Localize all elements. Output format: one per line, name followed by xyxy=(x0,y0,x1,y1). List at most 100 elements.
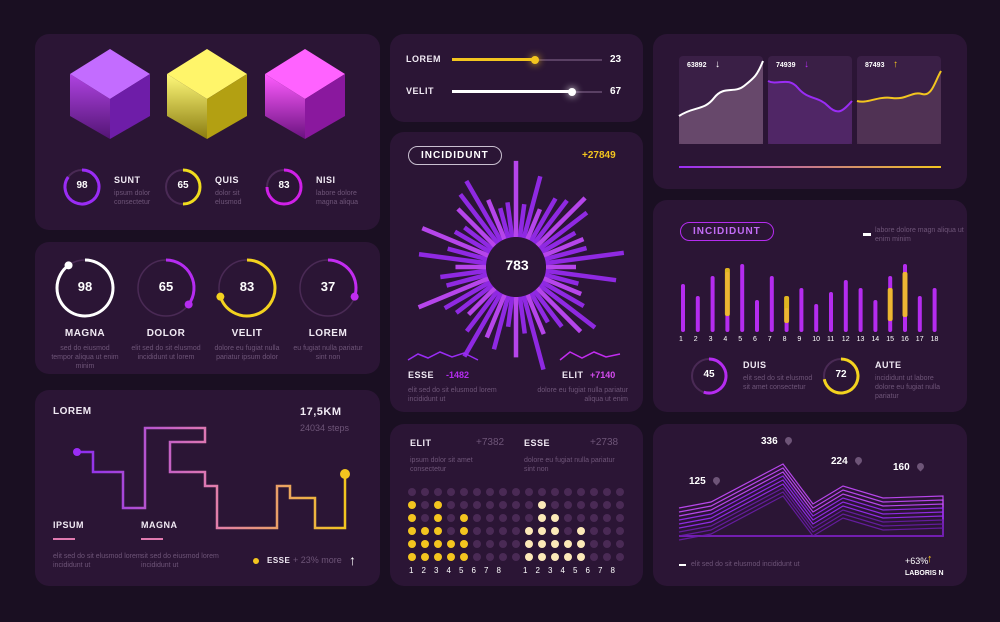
bar-purple xyxy=(740,264,745,332)
route-path xyxy=(73,426,350,530)
matrix-dot xyxy=(525,553,533,561)
matrix-dot xyxy=(473,553,481,561)
gauge-value: 37 xyxy=(320,279,336,294)
matrix-dot xyxy=(551,501,559,509)
dots-left-label: ELIT xyxy=(410,438,432,448)
matrix-dot xyxy=(447,501,455,509)
bar-tick: 7 xyxy=(767,336,772,343)
matrix-dot xyxy=(486,488,494,496)
ring-gauge xyxy=(216,258,277,318)
bars-pill[interactable]: INCIDIDUNT xyxy=(680,222,774,241)
esse-sparkline xyxy=(407,351,479,361)
bar-tick: 17 xyxy=(915,336,924,343)
gauges-panel: 98 MAGNA sed do eiusmod tempor aliqua ut e… xyxy=(35,242,380,374)
radial-spike xyxy=(535,196,587,248)
radial-spike xyxy=(454,283,494,315)
matrix-dot xyxy=(499,553,507,561)
radial-spike xyxy=(486,199,507,241)
radial-spike xyxy=(529,291,550,324)
matrix-dot xyxy=(616,501,624,509)
radial-spike xyxy=(445,272,488,288)
dots-tick-left: 8 xyxy=(496,566,501,575)
matrix-dot xyxy=(551,540,559,548)
slider-value: 67 xyxy=(610,86,622,97)
radial-spike xyxy=(464,289,500,333)
dots-right-delta: +2738 xyxy=(590,437,619,448)
matrix-dot xyxy=(447,514,455,522)
dots-tick-left: 6 xyxy=(471,566,476,575)
matrix-dot xyxy=(577,488,585,496)
cube-desc: dolor sit elusmod xyxy=(215,190,242,206)
mountain-chart xyxy=(678,463,944,541)
radial-spike xyxy=(544,245,588,262)
dots-right-desc: dolore eu fugiat nulla pariatur sint non xyxy=(524,457,615,473)
radial-center-value: 783 xyxy=(505,257,529,273)
radial-left-label: ESSE xyxy=(408,370,435,380)
dots-tick-right: 3 xyxy=(548,566,553,575)
cube-value: 98 xyxy=(76,180,88,191)
matrix-dot xyxy=(577,540,585,548)
radial-pill[interactable]: INCIDIDUNT xyxy=(408,146,502,165)
route-magna-label: MAGNA xyxy=(141,520,178,530)
bar-purple xyxy=(932,288,937,332)
matrix-dot xyxy=(512,553,520,561)
matrix-dot xyxy=(473,514,481,522)
dots-tick-right: 7 xyxy=(598,566,603,575)
bar-tick: 4 xyxy=(723,336,728,343)
matrix-dot xyxy=(512,527,520,535)
matrix-dot xyxy=(473,501,481,509)
dots-tick-left: 3 xyxy=(434,566,439,575)
slider-track[interactable] xyxy=(452,88,602,96)
bar-tick: 13 xyxy=(856,336,865,343)
slider-handle[interactable] xyxy=(568,88,576,96)
matrix-dot xyxy=(421,540,429,548)
slider-handle[interactable] xyxy=(530,56,539,64)
dots-panel: ELIT +7382 ipsum dolor sit amet consecte… xyxy=(390,424,643,586)
mini-chart-value: 74939 xyxy=(776,62,796,69)
gauge-desc: elit sed do sit elusmod incididunt ut lo… xyxy=(131,345,201,361)
mountain-peak-value: 125 xyxy=(689,476,706,487)
route-magna-line xyxy=(141,538,163,540)
radial-spike xyxy=(418,251,487,266)
matrix-dot xyxy=(408,553,416,561)
cubes-panel: 98 SUNT ipsum dolor consectetur 65 QUIS dolor… xyxy=(35,34,380,230)
route-legend-note: + 23% more xyxy=(293,555,342,565)
cube-magenta-icon xyxy=(265,49,345,139)
bar-tick: 6 xyxy=(753,336,757,343)
matrix-dot xyxy=(421,501,429,509)
radial-spike xyxy=(544,272,580,286)
bar-yellow xyxy=(902,272,908,317)
matrix-dot xyxy=(486,553,494,561)
matrix-dot xyxy=(408,540,416,548)
cube-icons xyxy=(70,49,345,139)
bar-gauge-desc: elit sed do sit elusmod sit amet consect… xyxy=(743,375,813,391)
mini-chart-arrow-icon: ↓ xyxy=(804,59,809,70)
radial-spike xyxy=(521,295,546,371)
radial-spike xyxy=(484,293,507,339)
slider-label: VELIT xyxy=(406,86,435,96)
matrix-dot xyxy=(499,501,507,509)
mini-charts-panel: 63892 ↓ 74939 ↓ 87493 ↑ xyxy=(653,34,967,189)
bar-tick: 8 xyxy=(782,336,787,343)
route-start-dot xyxy=(73,448,81,456)
bar-purple xyxy=(799,288,804,332)
bar-chart xyxy=(681,264,937,332)
cube-desc: labore dolore magna aliqua xyxy=(316,190,359,206)
matrix-dot xyxy=(512,488,520,496)
mountain-legend-line xyxy=(679,564,686,566)
matrix-dot xyxy=(408,527,416,535)
radial-spike xyxy=(498,207,511,239)
route-distance: 17,5KM xyxy=(300,406,342,418)
slider-fill xyxy=(452,58,535,61)
route-title: LOREM xyxy=(53,406,92,417)
matrix-dot xyxy=(590,553,598,561)
slider-track[interactable] xyxy=(452,56,602,64)
cube-label: SUNT xyxy=(114,175,141,185)
matrix-dot xyxy=(460,514,468,522)
bar-purple xyxy=(829,292,833,332)
cube-ring-gauge xyxy=(63,168,101,206)
radial-spike xyxy=(542,276,583,297)
radial-spike xyxy=(521,175,543,239)
bars-legend-desc: labore dolore magn aliqua ut enim minim xyxy=(875,227,964,243)
bar-purple xyxy=(843,280,848,332)
